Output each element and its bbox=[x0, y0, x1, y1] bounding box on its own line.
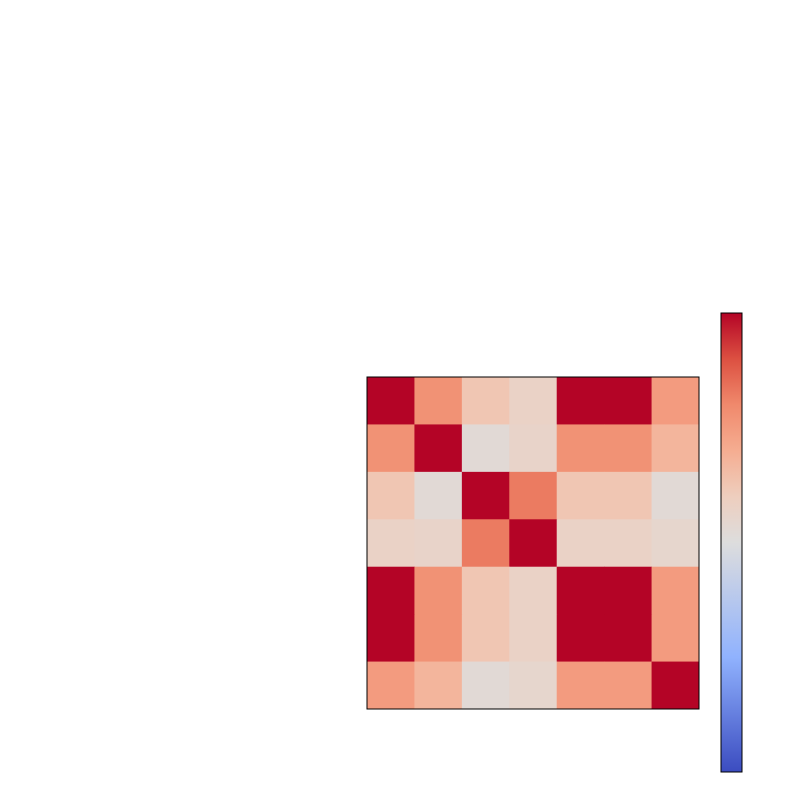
heatmap-cell-r0-c5 bbox=[604, 377, 653, 425]
heatmap-cell-r1-c2 bbox=[461, 424, 510, 473]
plot-frame bbox=[366, 376, 700, 710]
heatmap-cell-r5-c5 bbox=[604, 614, 653, 663]
heatmap-cell-r1-c1 bbox=[414, 424, 463, 473]
heatmap-cell-r6-c6 bbox=[651, 661, 700, 710]
heatmap-cell-r3-c5 bbox=[604, 519, 653, 568]
heatmap-cell-r1-c0 bbox=[367, 424, 415, 473]
heatmap-cells bbox=[367, 377, 700, 710]
heatmap-cell-r4-c5 bbox=[604, 566, 653, 615]
heatmap-cell-r2-c2 bbox=[461, 471, 510, 520]
heatmap-cell-r5-c4 bbox=[556, 614, 605, 663]
heatmap-cell-r6-c5 bbox=[604, 661, 653, 710]
heatmap-cell-r5-c0 bbox=[367, 614, 415, 663]
heatmap-cell-r6-c0 bbox=[367, 661, 415, 710]
heatmap-cell-r2-c5 bbox=[604, 471, 653, 520]
heatmap-cell-r5-c6 bbox=[651, 614, 700, 663]
heatmap-cell-r6-c4 bbox=[556, 661, 605, 710]
heatmap-cell-r5-c3 bbox=[509, 614, 558, 663]
heatmap-cell-r4-c3 bbox=[509, 566, 558, 615]
heatmap-cell-r4-c2 bbox=[461, 566, 510, 615]
heatmap-cell-r2-c4 bbox=[556, 471, 605, 520]
heatmap-cell-r3-c0 bbox=[367, 519, 415, 568]
heatmap-cell-r6-c2 bbox=[461, 661, 510, 710]
heatmap-cell-r4-c4 bbox=[556, 566, 605, 615]
heatmap-cell-r1-c6 bbox=[651, 424, 700, 473]
heatmap-cell-r4-c0 bbox=[367, 566, 415, 615]
heatmap-cell-r1-c3 bbox=[509, 424, 558, 473]
heatmap-cell-r3-c4 bbox=[556, 519, 605, 568]
heatmap-cell-r0-c0 bbox=[367, 377, 415, 425]
heatmap-cell-r3-c1 bbox=[414, 519, 463, 568]
heatmap-cell-r1-c5 bbox=[604, 424, 653, 473]
heatmap-cell-r0-c3 bbox=[509, 377, 558, 425]
heatmap-cell-r4-c1 bbox=[414, 566, 463, 615]
heatmap-cell-r0-c6 bbox=[651, 377, 700, 425]
heatmap-cell-r3-c6 bbox=[651, 519, 700, 568]
heatmap-cell-r6-c3 bbox=[509, 661, 558, 710]
heatmap-cell-r2-c6 bbox=[651, 471, 700, 520]
heatmap-cell-r2-c0 bbox=[367, 471, 415, 520]
heatmap-cell-r5-c2 bbox=[461, 614, 510, 663]
colorbar bbox=[720, 312, 743, 773]
heatmap-cell-r0-c2 bbox=[461, 377, 510, 425]
heatmap-cell-r3-c3 bbox=[509, 519, 558, 568]
heatmap-cell-r0-c4 bbox=[556, 377, 605, 425]
heatmap-cell-r2-c3 bbox=[509, 471, 558, 520]
heatmap-cell-r0-c1 bbox=[414, 377, 463, 425]
heatmap-cell-r4-c6 bbox=[651, 566, 700, 615]
heatmap-cell-r1-c4 bbox=[556, 424, 605, 473]
heatmap-cell-r5-c1 bbox=[414, 614, 463, 663]
heatmap-cell-r2-c1 bbox=[414, 471, 463, 520]
heatmap-cell-r3-c2 bbox=[461, 519, 510, 568]
heatmap-cell-r6-c1 bbox=[414, 661, 463, 710]
